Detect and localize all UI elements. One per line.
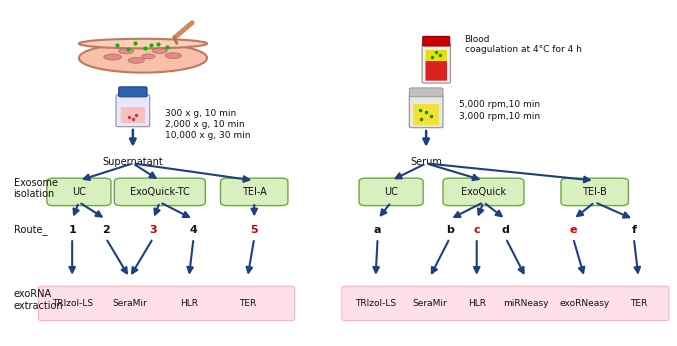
Text: Blood
coagulation at 4°C for 4 h: Blood coagulation at 4°C for 4 h (464, 35, 582, 54)
FancyBboxPatch shape (414, 104, 439, 125)
Text: 3: 3 (149, 225, 157, 235)
Text: exoRNeasy: exoRNeasy (559, 299, 610, 308)
Ellipse shape (128, 57, 144, 63)
Ellipse shape (152, 48, 167, 54)
FancyBboxPatch shape (425, 61, 447, 81)
Ellipse shape (79, 39, 207, 48)
Ellipse shape (104, 54, 121, 60)
Text: ExoQuick: ExoQuick (461, 187, 506, 197)
FancyBboxPatch shape (561, 178, 628, 206)
Ellipse shape (141, 54, 155, 59)
Text: Supernatant: Supernatant (102, 156, 163, 166)
Text: ExoQuick-TC: ExoQuick-TC (130, 187, 190, 197)
Text: miRNeasy: miRNeasy (503, 299, 548, 308)
Text: 5,000 rpm,10 min: 5,000 rpm,10 min (458, 100, 540, 109)
FancyBboxPatch shape (39, 286, 294, 321)
Ellipse shape (165, 53, 181, 58)
FancyBboxPatch shape (443, 178, 524, 206)
Text: Serum: Serum (410, 156, 442, 166)
FancyBboxPatch shape (410, 95, 443, 128)
Text: 10,000 x g, 30 min: 10,000 x g, 30 min (165, 131, 250, 140)
Ellipse shape (79, 44, 207, 73)
FancyBboxPatch shape (422, 36, 450, 46)
Text: TRIzol-LS: TRIzol-LS (51, 299, 93, 308)
Text: Route_: Route_ (14, 224, 47, 235)
Text: b: b (446, 225, 454, 235)
FancyBboxPatch shape (118, 87, 147, 97)
Text: HLR: HLR (468, 299, 485, 308)
Text: UC: UC (72, 187, 86, 197)
Text: TRIzol-LS: TRIzol-LS (355, 299, 396, 308)
Text: d: d (502, 225, 510, 235)
Text: TER: TER (239, 299, 256, 308)
FancyBboxPatch shape (425, 50, 447, 61)
Text: Exosome
isolation: Exosome isolation (14, 177, 58, 199)
Text: 3,000 rpm,10 min: 3,000 rpm,10 min (458, 112, 540, 121)
FancyBboxPatch shape (342, 286, 669, 321)
Text: a: a (374, 225, 381, 235)
Text: 1: 1 (68, 225, 76, 235)
FancyBboxPatch shape (410, 88, 443, 97)
FancyBboxPatch shape (114, 178, 205, 206)
Text: 2,000 x g, 10 min: 2,000 x g, 10 min (165, 120, 245, 129)
Text: e: e (569, 225, 577, 235)
Ellipse shape (118, 48, 133, 54)
Text: TER: TER (630, 299, 647, 308)
FancyBboxPatch shape (121, 107, 145, 123)
Text: TEI-A: TEI-A (242, 187, 267, 197)
Text: c: c (473, 225, 480, 235)
Text: exoRNA
extraction: exoRNA extraction (14, 289, 63, 311)
FancyBboxPatch shape (359, 178, 423, 206)
Text: 300 x g, 10 min: 300 x g, 10 min (165, 109, 236, 118)
Text: SeraMir: SeraMir (412, 299, 447, 308)
FancyBboxPatch shape (116, 95, 150, 127)
Text: UC: UC (384, 187, 398, 197)
Text: 4: 4 (190, 225, 198, 235)
Text: SeraMir: SeraMir (112, 299, 147, 308)
Text: f: f (632, 225, 636, 235)
FancyBboxPatch shape (47, 178, 111, 206)
Text: HLR: HLR (180, 299, 198, 308)
Text: TEI-B: TEI-B (582, 187, 607, 197)
Text: 2: 2 (102, 225, 110, 235)
Text: 5: 5 (250, 225, 258, 235)
FancyBboxPatch shape (221, 178, 288, 206)
FancyBboxPatch shape (422, 43, 450, 83)
